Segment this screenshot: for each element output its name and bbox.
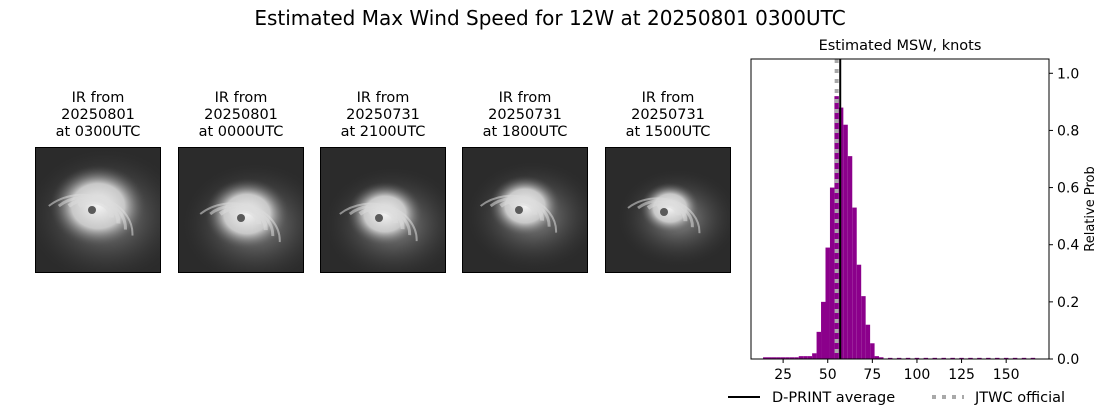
x-tick-label: 100 (904, 367, 931, 383)
y-tick-label: 1.0 (1057, 66, 1079, 82)
ir-panel-label: IR from 20250801 at 0000UTC (166, 90, 316, 141)
y-tick-label: 0.0 (1057, 352, 1079, 368)
ir-label-line1: IR from (214, 90, 268, 106)
histogram-bar (829, 187, 835, 359)
ir-satellite-image (320, 147, 446, 273)
histogram-bar (794, 357, 799, 359)
histogram-bar (986, 357, 991, 359)
ir-label-line1: IR from (641, 90, 695, 106)
histogram-bar (977, 357, 982, 359)
histogram-bar (861, 296, 866, 359)
histogram-bar (914, 357, 920, 359)
histogram-bar (905, 357, 911, 359)
histogram-bar (887, 357, 893, 359)
histogram-bar (923, 357, 929, 359)
histogram-bar (896, 357, 902, 359)
histogram-bar (834, 96, 839, 360)
histogram-bar (785, 357, 790, 359)
histogram-bar (874, 356, 880, 359)
ir-satellite-image (35, 147, 161, 273)
ir-label-line2: 20250731 (488, 107, 562, 123)
histogram-bar (780, 357, 786, 359)
histogram-bar (865, 324, 871, 359)
ir-panel-label: IR from 20250731 at 2100UTC (308, 90, 458, 141)
histogram-bar (821, 301, 826, 359)
ir-label-line3: at 0300UTC (55, 124, 141, 140)
histogram-bar (798, 356, 804, 359)
histogram-bar (852, 207, 857, 359)
histogram-bar (767, 357, 772, 359)
ir-satellite-image (178, 147, 304, 273)
histogram-bar (1030, 357, 1036, 359)
plot-area (751, 59, 1049, 359)
histogram-bar (789, 357, 795, 359)
histogram-bar (816, 331, 822, 359)
ir-label-line2: 20250731 (346, 107, 420, 123)
ir-satellite-image (605, 147, 731, 273)
histogram-bar (825, 247, 830, 359)
x-tick-label: 50 (819, 367, 837, 383)
histogram-bar (812, 353, 817, 359)
x-tick-label: 125 (948, 367, 975, 383)
legend-dprint-label: D-PRINT average (772, 390, 895, 406)
ir-panel-label: IR from 20250731 at 1800UTC (450, 90, 600, 141)
chart-title: Estimated MSW, knots (819, 38, 982, 54)
histogram-bar (803, 356, 808, 359)
ir-label-line2: 20250801 (204, 107, 278, 123)
histogram-bar (807, 356, 813, 359)
ir-panel-label: IR from 20250731 at 1500UTC (593, 90, 743, 141)
histogram-bar (856, 264, 862, 359)
ir-panel-label: IR from 20250801 at 0300UTC (23, 90, 173, 141)
histogram-bar (843, 124, 848, 359)
histogram-bar (870, 343, 875, 359)
ir-label-line2: 20250801 (61, 107, 135, 123)
x-tick-label: 25 (774, 367, 792, 383)
histogram-bar (959, 357, 964, 359)
histogram-bar (968, 357, 973, 359)
histogram-bar (1012, 357, 1018, 359)
histogram-bar (950, 357, 955, 359)
ir-label-line1: IR from (498, 90, 552, 106)
x-tick-label: 150 (993, 367, 1020, 383)
x-tick-label: 75 (863, 367, 881, 383)
ir-label-line3: at 1500UTC (625, 124, 711, 140)
histogram-bar (776, 357, 781, 359)
y-tick-label: 0.4 (1057, 238, 1079, 254)
ir-label-line3: at 2100UTC (340, 124, 426, 140)
ir-label-line1: IR from (71, 90, 125, 106)
ir-satellite-image (462, 147, 588, 273)
y-tick-label: 0.2 (1057, 295, 1079, 311)
histogram-bar (879, 357, 884, 359)
y-axis-label: Relative Prob (1083, 166, 1098, 251)
ir-label-line1: IR from (356, 90, 410, 106)
histogram-bar (1003, 357, 1009, 359)
histogram-bar (995, 357, 1000, 359)
histogram-bar (847, 156, 853, 359)
ir-label-line3: at 1800UTC (482, 124, 568, 140)
histogram-bar (932, 357, 938, 359)
histogram-bar (1021, 357, 1027, 359)
histogram-bar (771, 357, 777, 359)
legend-jtwc-label: JTWC official (974, 390, 1065, 406)
histogram-bar (941, 357, 946, 359)
ir-label-line2: 20250731 (631, 107, 705, 123)
histogram-bar (763, 357, 768, 359)
y-tick-label: 0.6 (1057, 181, 1079, 197)
figure-title: Estimated Max Wind Speed for 12W at 2025… (254, 6, 846, 30)
ir-label-line3: at 0000UTC (198, 124, 284, 140)
y-tick-label: 0.8 (1057, 123, 1079, 139)
plot-frame (750, 58, 1050, 360)
